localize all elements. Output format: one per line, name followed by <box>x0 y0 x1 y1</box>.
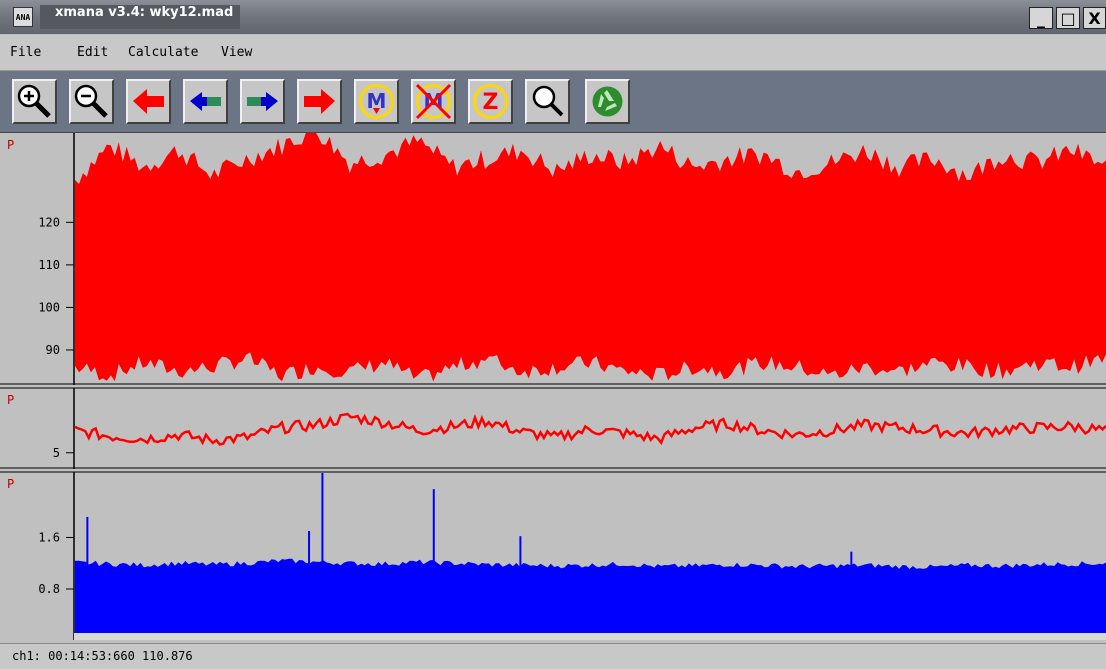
y-tick-label: 110 <box>38 258 60 272</box>
recycle-icon <box>592 86 623 117</box>
zoom-in-button[interactable] <box>12 79 57 124</box>
minimize-button[interactable]: _ <box>1029 7 1053 29</box>
svg-text:Z: Z <box>483 90 499 115</box>
channel-plots[interactable]: P 120 110 100 90 P 5 P 1.6 0.8 <box>0 133 1106 640</box>
recycle-button[interactable] <box>585 79 630 124</box>
status-bar: ch1: 00:14:53:660 110.876 <box>0 643 1106 669</box>
zoom-in-icon <box>17 84 51 118</box>
mark-button[interactable]: M <box>354 79 399 124</box>
svg-text:M: M <box>367 89 387 113</box>
zero-button[interactable]: Z <box>468 79 513 124</box>
menu-view[interactable]: View <box>221 45 253 60</box>
channel-2-trace <box>74 412 1106 446</box>
channel-3-trace <box>75 558 1106 638</box>
maximize-button[interactable]: □ <box>1056 7 1080 29</box>
y-tick-label: 0.8 <box>38 582 60 596</box>
channel-3-panel[interactable]: P 1.6 0.8 <box>7 472 1106 640</box>
toolbar: M M Z <box>0 71 1106 133</box>
menu-file[interactable]: File <box>10 45 42 60</box>
zoom-out-button[interactable] <box>69 79 114 124</box>
scroll-far-right-button[interactable] <box>297 79 342 124</box>
close-button[interactable]: X <box>1083 7 1106 29</box>
plot-area[interactable]: P 120 110 100 90 P 5 P 1.6 0.8 <box>0 133 1106 640</box>
mark-icon: M <box>359 84 394 119</box>
zero-icon: Z <box>473 84 508 119</box>
y-tick-label: 120 <box>38 215 60 229</box>
channel-1-trace <box>75 133 1106 382</box>
window-title: xmana v3.4: wky12.mad <box>55 5 234 20</box>
channel-3-baseline <box>74 633 1106 640</box>
y-tick-label: 5 <box>53 446 60 460</box>
scroll-left-button[interactable] <box>183 79 228 124</box>
app-icon: ANA <box>13 7 33 27</box>
title-bar[interactable]: ANA xmana v3.4: wky12.mad _ □ X <box>0 0 1106 34</box>
scroll-left-icon <box>190 92 221 111</box>
title-tab <box>40 5 240 29</box>
y-tick-label: 90 <box>46 343 60 357</box>
delete-mark-button[interactable]: M <box>411 79 456 124</box>
zoom-out-icon <box>74 84 108 118</box>
channel-1-panel[interactable]: P 120 110 100 90 <box>0 133 1106 389</box>
scroll-far-right-icon <box>304 89 335 114</box>
delete-mark-icon: M <box>415 83 452 120</box>
y-tick-label: 100 <box>38 300 60 314</box>
scroll-far-left-icon <box>133 89 164 114</box>
menu-edit[interactable]: Edit <box>77 45 109 60</box>
status-text: ch1: 00:14:53:660 110.876 <box>12 649 193 663</box>
channel-1-label: P <box>7 138 14 152</box>
menu-bar: File Edit Calculate View <box>0 35 1106 71</box>
search-button[interactable] <box>525 79 570 124</box>
channel-3-label: P <box>7 477 14 491</box>
scroll-right-button[interactable] <box>240 79 285 124</box>
channel-2-label: P <box>7 393 14 407</box>
scroll-far-left-button[interactable] <box>126 79 171 124</box>
search-icon <box>532 85 564 117</box>
channel-2-panel[interactable]: P 5 <box>0 388 1106 473</box>
scroll-right-icon <box>247 92 278 111</box>
menu-calculate[interactable]: Calculate <box>128 45 199 60</box>
y-tick-label: 1.6 <box>38 530 60 544</box>
